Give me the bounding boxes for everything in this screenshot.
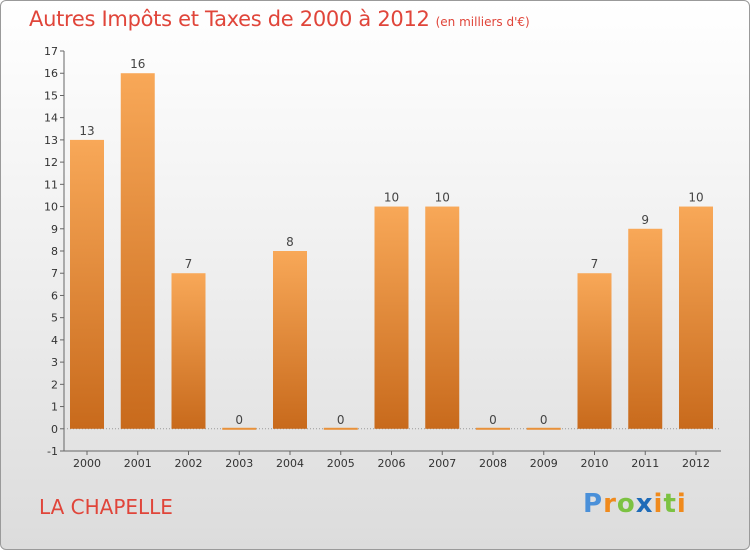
y-tick-label: 2 (51, 378, 58, 391)
bar (679, 206, 713, 429)
y-tick-label: 8 (51, 245, 58, 258)
bar-value-label: 0 (235, 413, 243, 427)
logo-letter: o (616, 489, 636, 519)
bar (70, 139, 104, 429)
bar (476, 427, 510, 430)
chart-unit: (en milliers d'€) (435, 15, 530, 29)
bar-value-label: 0 (337, 413, 345, 427)
y-tick-label: 17 (44, 45, 58, 58)
proxiti-logo: Proxiti (583, 489, 687, 519)
y-tick-label: 10 (44, 201, 58, 214)
y-tick-label: 3 (51, 356, 58, 369)
x-tick-label: 2009 (530, 457, 558, 470)
y-tick-label: 12 (44, 156, 58, 169)
y-tick-label: 0 (51, 423, 58, 436)
bar-value-label: 7 (185, 257, 193, 271)
chart-title-block: Autres Impôts et Taxes de 2000 à 2012 (en… (29, 7, 530, 31)
logo-letter: i (653, 489, 664, 519)
x-tick-label: 2011 (631, 457, 659, 470)
logo-letter: t (663, 489, 677, 519)
bar (425, 206, 460, 429)
logo-letter: x (635, 489, 654, 519)
commune-name: LA CHAPELLE (39, 495, 173, 519)
bar (120, 73, 155, 429)
x-tick-label: 2008 (479, 457, 507, 470)
bar-value-label: 0 (540, 413, 548, 427)
y-tick-label: 7 (51, 267, 58, 280)
bar (628, 228, 663, 429)
x-tick-label: 2001 (124, 457, 152, 470)
bar (222, 427, 257, 430)
bar-value-label: 16 (130, 57, 145, 71)
bar (374, 206, 409, 429)
y-tick-label: 16 (44, 67, 58, 80)
bar (171, 273, 206, 429)
x-tick-label: 2003 (225, 457, 253, 470)
x-tick-label: 2004 (276, 457, 304, 470)
bar (526, 427, 561, 430)
y-tick-label: 9 (51, 223, 58, 236)
bar-value-label: 10 (435, 191, 450, 205)
x-tick-label: 2000 (73, 457, 101, 470)
x-tick-label: 2012 (682, 457, 710, 470)
y-tick-label: 5 (51, 312, 58, 325)
y-tick-label: 1 (51, 401, 58, 414)
y-tick-label: 4 (51, 334, 58, 347)
logo-letter: r (603, 489, 617, 519)
chart-title: Autres Impôts et Taxes de 2000 à 2012 (29, 7, 430, 31)
bar-value-label: 7 (591, 257, 599, 271)
bar-value-label: 0 (489, 413, 497, 427)
x-tick-label: 2005 (327, 457, 355, 470)
y-tick-label: -1 (47, 445, 58, 458)
bar-value-label: 8 (286, 235, 294, 249)
logo-letter: i (676, 489, 687, 519)
y-tick-label: 15 (44, 89, 58, 102)
y-tick-label: 14 (44, 112, 58, 125)
logo-letter: P (583, 489, 604, 519)
y-tick-label: 13 (44, 134, 58, 147)
x-tick-label: 2006 (378, 457, 406, 470)
y-tick-label: 6 (51, 289, 58, 302)
y-tick-label: 11 (44, 178, 58, 191)
bar (273, 251, 307, 429)
bar (323, 427, 358, 430)
bar-value-label: 13 (79, 124, 94, 138)
bar-value-label: 10 (688, 191, 703, 205)
x-tick-label: 2010 (581, 457, 609, 470)
x-tick-label: 2007 (428, 457, 456, 470)
bar (577, 273, 612, 429)
x-tick-label: 2002 (175, 457, 203, 470)
bar-value-label: 9 (641, 213, 649, 227)
bar-value-label: 10 (384, 191, 399, 205)
